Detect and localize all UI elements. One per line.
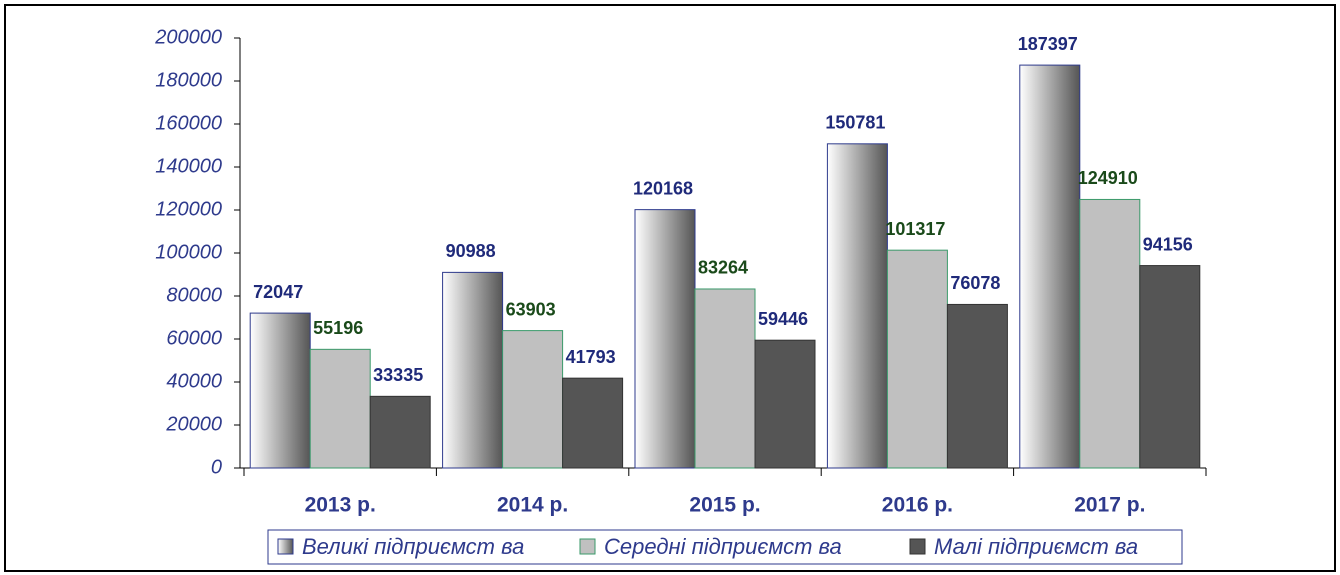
bar [1139,265,1201,469]
bar [1079,198,1141,469]
legend-swatch [909,538,926,555]
value-label: 101317 [885,219,945,239]
value-label: 59446 [758,309,808,329]
bar [502,330,564,469]
bar [249,312,311,469]
x-tick-label: 2016 р. [882,494,953,517]
value-label: 41793 [566,347,616,367]
bar [826,143,888,469]
bar [886,249,948,469]
bar [369,395,431,469]
value-label: 55196 [313,318,363,338]
y-tick-label: 0 [211,456,222,478]
bar [442,271,504,469]
y-tick-label: 120000 [155,198,222,220]
value-label: 63903 [506,299,556,319]
value-label: 124910 [1078,168,1138,188]
value-label: 76078 [950,273,1000,293]
y-tick-label: 20000 [165,413,222,435]
legend-label: Середні підприємст ва [604,534,842,559]
value-label: 150781 [825,113,885,133]
bar [309,348,371,469]
value-label: 33335 [373,365,423,385]
value-label: 90988 [446,241,496,261]
legend-box [267,529,1183,565]
bar [754,339,816,469]
y-tick-label: 100000 [155,241,222,263]
bar [1019,64,1081,469]
y-tick-label: 60000 [166,327,222,349]
bar [946,303,1008,469]
y-tick-label: 140000 [155,155,222,177]
value-label: 120168 [633,178,693,198]
bar [694,288,756,469]
value-label: 94156 [1143,234,1193,254]
value-label: 72047 [253,282,303,302]
value-label: 83264 [698,258,748,278]
legend-swatch [277,538,294,555]
value-label: 187397 [1018,34,1078,54]
y-tick-label: 40000 [166,370,222,392]
y-tick-label: 160000 [155,112,222,134]
y-tick-label: 80000 [166,284,222,306]
legend-swatch [579,538,596,555]
x-tick-label: 2013 р. [305,494,376,517]
y-tick-label: 200000 [154,26,222,48]
legend-label: Малі підприємст ва [934,534,1138,559]
bar [634,209,696,469]
legend-label: Великі підприємст ва [302,534,524,559]
x-tick-label: 2017 р. [1074,494,1145,517]
y-tick-label: 180000 [155,69,222,91]
frame [4,4,1336,572]
bar [562,377,624,469]
x-tick-label: 2014 р. [497,494,568,517]
x-tick-label: 2015 р. [689,494,760,517]
